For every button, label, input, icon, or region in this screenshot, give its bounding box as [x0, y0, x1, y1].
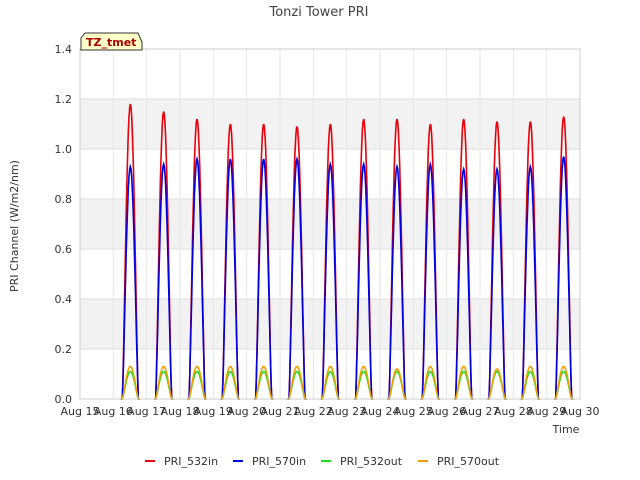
site-label: TZ_tmet: [86, 36, 136, 49]
y-tick-label: 0.4: [55, 293, 73, 306]
x-tick-label: Aug 19: [194, 405, 233, 418]
x-tick-label: Aug 29: [527, 405, 566, 418]
chart-title: Tonzi Tower PRI: [269, 5, 369, 20]
grid-band: [80, 299, 580, 349]
x-tick-label: Aug 30: [561, 405, 600, 418]
plot-frame: [79, 48, 581, 400]
y-tick-label: 0.6: [55, 243, 73, 256]
y-tick-label: 1.0: [55, 143, 73, 156]
y-tick-label: 0.2: [55, 343, 73, 356]
x-tick-label: Aug 26: [427, 405, 466, 418]
x-tick-label: Aug 16: [94, 405, 133, 418]
x-axis-label: Time: [552, 423, 580, 436]
legend-label: PRI_532in: [164, 455, 218, 468]
x-tick-label: Aug 21: [261, 405, 300, 418]
y-tick-label: 1.4: [55, 43, 73, 56]
x-tick-label: Aug 20: [227, 405, 266, 418]
x-tick-label: Aug 17: [127, 405, 166, 418]
y-tick-label: 1.2: [55, 93, 73, 106]
x-tick-label: Aug 22: [294, 405, 333, 418]
legend: PRI_532in PRI_570in PRI_532out PRI_570out: [145, 455, 500, 468]
x-tick-label: Aug 25: [394, 405, 433, 418]
series-line-pri-570out: [120, 365, 574, 400]
legend-label: PRI_570in: [252, 455, 306, 468]
y-axis-label: PRI Channel (W/m2/nm): [8, 160, 21, 292]
x-tick-label: Aug 23: [327, 405, 366, 418]
series-line-pri-570in: [120, 155, 574, 400]
series-line-pri-532out: [120, 370, 574, 400]
y-tick-label: 0.8: [55, 193, 73, 206]
x-tick-label: Aug 27: [461, 405, 500, 418]
x-tick-label: Aug 24: [361, 405, 400, 418]
x-tick-label: Aug 15: [61, 405, 100, 418]
x-tick-label: Aug 28: [494, 405, 533, 418]
y-tick-label: 0.0: [55, 393, 73, 406]
legend-label: PRI_532out: [340, 455, 403, 468]
grid-band: [80, 199, 580, 249]
legend-label: PRI_570out: [437, 455, 500, 468]
x-tick-label: Aug 18: [161, 405, 200, 418]
series-line-pri-532in: [120, 103, 574, 400]
site-label-box: TZ_tmet: [80, 32, 143, 51]
